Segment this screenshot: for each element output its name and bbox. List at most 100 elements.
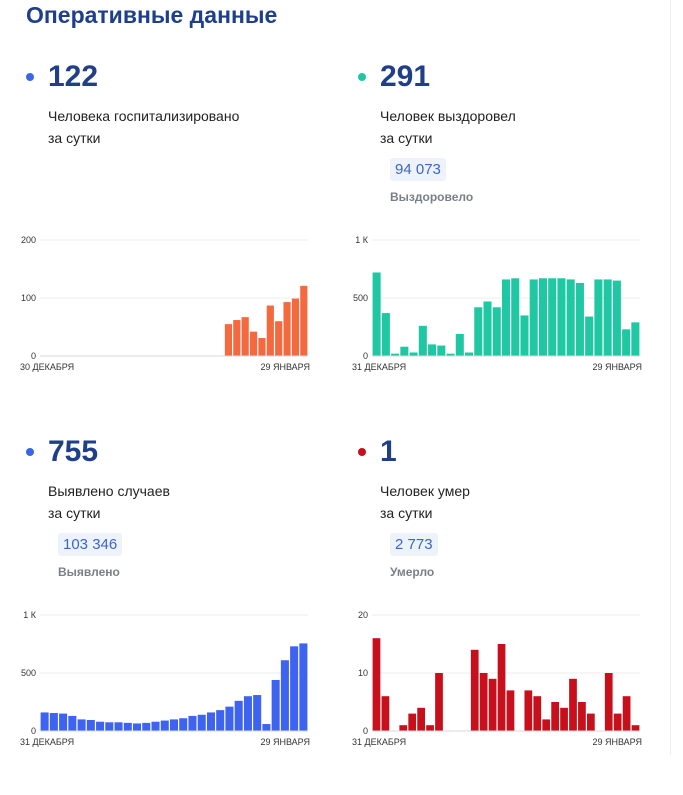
bar [300,285,308,356]
chart-recovered: 1 К 500 031 ДЕКАБРЯ 29 ЯНВАРЯ [352,235,642,372]
bar [271,679,280,731]
x-end-label: 29 ЯНВАРЯ [260,362,310,372]
bar [59,713,68,731]
bar [585,316,594,356]
bar [613,713,622,731]
bar [501,279,511,356]
y-tick-label: 1 К [355,235,369,245]
y-tick-label: 0 [31,351,36,361]
bar [258,338,266,356]
bar [225,706,234,731]
bar [604,673,613,731]
bar [474,307,483,356]
chart-cases: 1 К 500 031 ДЕКАБРЯ 29 ЯНВАРЯ [20,610,310,747]
stat-value: 755 [48,435,99,468]
bar [548,278,557,356]
total-value: 2 773 [390,533,438,556]
bar [557,278,566,356]
bar [280,660,289,731]
x-end-label: 29 ЯНВАРЯ [592,362,642,372]
right-edge-strip [670,0,683,755]
x-end-label: 29 ЯНВАРЯ [260,737,310,747]
bar [299,643,308,731]
bar [631,725,640,731]
bar [578,702,586,731]
bar [612,280,621,356]
indicator-dot [26,448,34,456]
indicator-dot [358,73,366,81]
y-tick-label: 1 К [23,610,37,620]
bar [283,302,291,356]
x-start-label: 31 ДЕКАБРЯ [352,362,406,372]
total-label: Выявлено [58,565,120,579]
y-tick-label: 20 [358,610,368,620]
bar [290,646,299,731]
chart-hospitalized: 200 100 030 ДЕКАБРЯ 29 ЯНВАРЯ [20,235,310,372]
y-tick-label: 200 [21,235,36,245]
bar [169,719,179,731]
stat-value: 1 [380,435,397,468]
bar [511,278,520,356]
indicator-dot [358,448,366,456]
bar [587,713,595,731]
bar [428,344,437,356]
bar [470,649,479,731]
bar [408,713,417,731]
bar [426,725,434,731]
bar [560,707,568,731]
bar [188,715,197,731]
bar [391,353,400,356]
stat-description: Человека госпитализировано за сутки [48,108,240,146]
bar [206,712,215,731]
total-label: Выздоровело [390,190,474,204]
bar [114,722,123,731]
bar [381,696,390,731]
bar [529,279,538,356]
bar [417,707,425,731]
total-label: Умерло [390,565,435,579]
bar [533,696,542,731]
x-end-label: 29 ЯНВАРЯ [592,737,642,747]
card-hospitalized: 122 Человека госпитализировано за сутки … [20,50,336,420]
bar [372,638,381,731]
bar [216,710,225,731]
bar [372,272,381,356]
bar [497,644,506,731]
bar [631,322,640,356]
bar [465,352,474,356]
bar [262,724,271,731]
bar [241,317,249,356]
y-tick-label: 10 [358,668,368,678]
bar [435,673,443,731]
bar [77,719,86,731]
total-value: 94 073 [390,158,446,181]
bar [160,720,169,731]
total-value: 103 346 [58,533,123,556]
card-deaths: 1 Человек умер за сутки 2 773 Умерло 20 1… [352,425,668,795]
bar [409,352,418,356]
stat-value: 291 [380,60,431,93]
bar [86,719,95,731]
bar [68,715,77,731]
x-start-label: 31 ДЕКАБРЯ [352,737,406,747]
bar [488,678,497,731]
bar [575,282,584,356]
bar [123,722,132,731]
bar [483,301,492,356]
bar [142,722,151,731]
bar [233,320,241,356]
stat-value: 122 [48,60,99,93]
bar [538,278,547,356]
bar [446,353,455,356]
page-title: Оперативные данные [26,2,278,28]
bar [133,723,142,731]
bar [622,329,631,356]
bar [551,702,559,731]
bar [224,324,233,356]
y-tick-label: 0 [31,726,36,736]
y-tick-label: 0 [363,726,368,736]
bar [96,721,105,731]
bar [275,321,283,356]
stat-description: Человек умер за сутки [380,483,470,521]
bar [40,712,49,731]
